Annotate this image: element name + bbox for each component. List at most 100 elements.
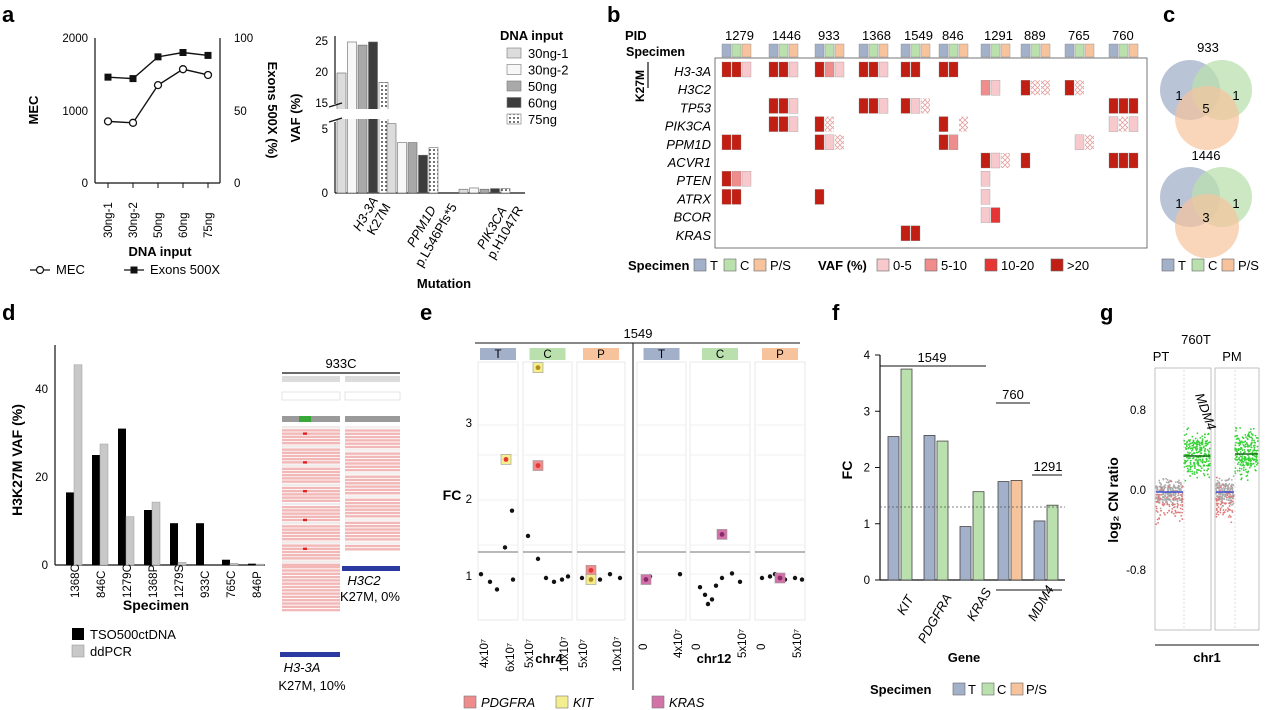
igv-ruler <box>345 376 400 382</box>
ddpcr-bar <box>151 501 161 566</box>
igv-read <box>282 605 340 608</box>
axis-break <box>330 109 530 119</box>
e-legend-swatch <box>651 695 665 709</box>
e-legend-swatch <box>555 695 569 709</box>
legend-PS: P/S <box>770 258 791 273</box>
cn-point <box>1208 457 1211 460</box>
cn-point <box>1192 462 1195 465</box>
specimen-cell <box>778 43 789 58</box>
igv-read <box>345 462 400 465</box>
legend-T: T <box>710 258 718 273</box>
vaf-cell <box>814 189 825 205</box>
category-label: 1279C <box>122 564 134 598</box>
cn-point <box>1239 455 1242 458</box>
cn-point <box>1240 477 1243 480</box>
specimen-cell <box>834 43 845 58</box>
legend-vaf-bin: 0-5 <box>893 258 912 273</box>
cn-point <box>1205 460 1208 463</box>
cn-point <box>1181 511 1184 514</box>
cn-point <box>1230 487 1233 490</box>
legend-mec-label: MEC <box>56 262 85 277</box>
cn-point <box>1246 479 1249 482</box>
cn-point <box>1236 469 1239 472</box>
cn-point <box>1216 508 1218 511</box>
pid-label: 1549 <box>904 28 933 43</box>
igv-read <box>282 538 340 541</box>
e-ytick: 3 <box>466 418 472 430</box>
cn-point <box>1199 444 1201 447</box>
facet-strip <box>643 348 680 360</box>
cn-point <box>1230 499 1233 502</box>
specimen-cell <box>958 43 969 58</box>
igv-read <box>345 459 400 462</box>
data-point <box>705 601 711 607</box>
cn-point <box>1226 494 1229 497</box>
igv-coverage <box>281 391 341 401</box>
cn-point <box>1205 459 1208 461</box>
f-group-label: 1549 <box>918 350 947 365</box>
cn-point <box>1172 494 1175 497</box>
panel-a-vaf-chart: 0 5 15 20 25 VAF (%) H3-3A K27M PPM1D p.… <box>288 28 568 291</box>
cn-point <box>1166 493 1169 496</box>
cn-point <box>1164 484 1167 486</box>
specimen-cell <box>1030 43 1041 58</box>
legend-ddpcr: ddPCR <box>90 644 132 659</box>
igv-read <box>282 515 340 518</box>
igv-read <box>282 595 340 599</box>
vaf-bar <box>397 142 407 194</box>
x-tick-label: 0 <box>638 644 650 650</box>
data-point <box>579 575 585 581</box>
e-legend-label: PDGFRA <box>481 695 535 710</box>
cn-point <box>1231 504 1233 506</box>
igv-read <box>282 531 340 534</box>
mec-tick: 1000 <box>62 106 88 118</box>
venn-title: 1446 <box>1192 148 1221 163</box>
vaf-bar <box>428 147 439 194</box>
cn-point <box>1197 464 1200 467</box>
cn-point <box>1167 489 1170 491</box>
cn-point <box>1230 521 1233 524</box>
specimen-cell <box>788 43 799 58</box>
legend-vaf-swatch <box>1050 258 1064 272</box>
panel-letter-a: a <box>2 2 15 27</box>
cn-point <box>1192 443 1195 446</box>
vaf-cell <box>990 152 1001 169</box>
specimen-cell <box>900 43 911 58</box>
e-ytick: 2 <box>466 494 472 506</box>
mec-point <box>178 65 188 74</box>
igv-mismatch <box>303 518 307 522</box>
mec-tick: 0 <box>82 178 88 190</box>
cn-point <box>1172 489 1175 492</box>
cn-point <box>1249 431 1252 433</box>
igv-read <box>282 563 340 566</box>
igv-read <box>345 465 400 468</box>
cn-point <box>1218 495 1221 498</box>
cn-point <box>1228 492 1230 495</box>
specimen-cell <box>1074 43 1085 58</box>
igv-read <box>345 521 400 525</box>
cn-point <box>1234 472 1237 475</box>
cn-point <box>1201 461 1204 464</box>
cn-point <box>1250 446 1253 449</box>
vaf-cell <box>824 134 835 150</box>
cn-point <box>1229 493 1232 496</box>
igv-read <box>282 608 340 612</box>
e-ytick: 1 <box>466 571 472 583</box>
igv-mismatch <box>303 547 307 550</box>
f-ylabel: FC <box>839 461 855 480</box>
tso-bar <box>196 523 204 565</box>
cn-point <box>1157 521 1159 524</box>
g-title: 760T <box>1181 332 1211 347</box>
cn-point <box>1255 449 1258 452</box>
cn-point <box>1158 479 1161 482</box>
facet-frame <box>689 361 751 621</box>
cn-point <box>1242 466 1245 469</box>
cn-point <box>1184 443 1186 446</box>
cn-point <box>1239 448 1242 451</box>
cn-point <box>1249 460 1252 463</box>
f-bar <box>1046 504 1059 581</box>
specimen-cell <box>948 43 959 58</box>
legend-swatch <box>506 113 522 125</box>
cn-point <box>1206 464 1208 467</box>
